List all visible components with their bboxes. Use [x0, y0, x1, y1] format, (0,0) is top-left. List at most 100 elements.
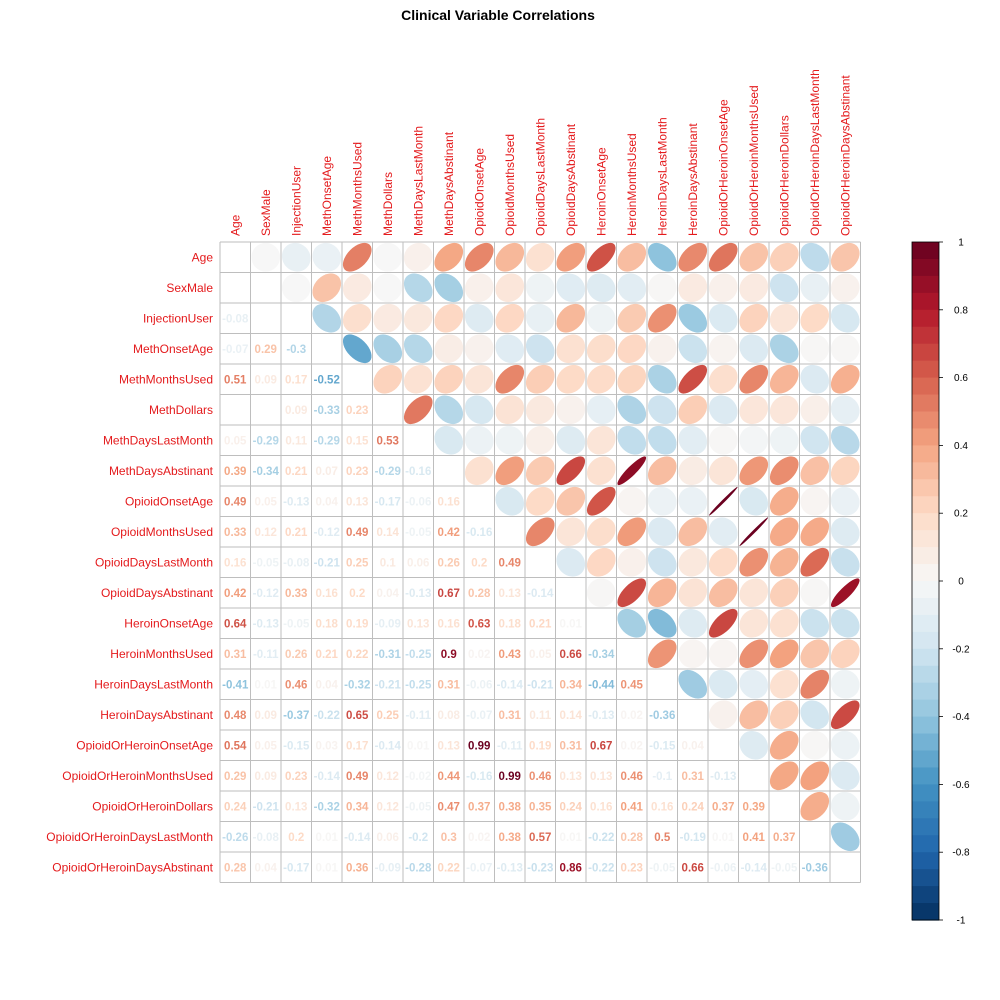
colorbar-segment [912, 326, 939, 345]
corr-value-label: -0.16 [466, 527, 492, 539]
corr-value-label: 0.09 [285, 405, 307, 417]
corr-ellipse [708, 242, 738, 272]
corr-value-label: 0.44 [438, 771, 461, 783]
corr-ellipse [769, 700, 799, 730]
corr-value-label: 0.35 [529, 801, 552, 813]
corr-value-label: 0.45 [621, 679, 644, 691]
corr-ellipse [556, 334, 586, 364]
corr-ellipse [800, 791, 830, 821]
corr-ellipse [678, 364, 708, 394]
row-label: OpioidMonthsUsed [111, 525, 213, 539]
corr-ellipse [708, 578, 738, 608]
corr-value-label: 0.14 [560, 710, 583, 722]
corr-value-label: -0.16 [405, 466, 431, 478]
corr-ellipse [647, 242, 677, 272]
corr-value-label: -0.13 [253, 618, 279, 630]
corr-ellipse [556, 486, 586, 516]
corr-value-label: 0.13 [499, 588, 521, 600]
corr-ellipse [312, 273, 342, 303]
corr-value-label: -0.34 [253, 466, 280, 478]
corr-ellipse [617, 578, 647, 608]
colorbar-segment [912, 716, 939, 735]
corr-value-label: -0.15 [649, 740, 676, 752]
column-label: OpioidOrHeroinDaysAbstinant [838, 75, 852, 236]
corr-ellipse [403, 364, 433, 394]
corr-value-label: -0.3 [286, 344, 306, 356]
corr-value-label: 0.16 [438, 496, 460, 508]
corr-value-label: -0.06 [710, 862, 736, 874]
corr-value-label: 0.67 [590, 740, 612, 752]
corr-ellipse [281, 273, 311, 303]
corr-ellipse [708, 608, 738, 638]
column-label: MethDaysAbstinant [442, 131, 456, 236]
corr-value-label: 0.19 [346, 618, 368, 630]
corr-value-label: -0.26 [222, 832, 248, 844]
colorbar-segment [912, 581, 939, 599]
corr-value-label: 0.02 [468, 649, 490, 661]
corr-value-label: 0.04 [377, 588, 400, 600]
row-label: MethMonthsUsed [119, 372, 213, 386]
corr-value-label: 0.39 [224, 466, 246, 478]
corr-ellipse [586, 303, 616, 333]
corr-value-label: -0.05 [283, 618, 310, 630]
corr-ellipse [830, 273, 860, 303]
chart-title: Clinical Variable Correlations [401, 7, 595, 23]
corr-ellipse [739, 395, 769, 425]
corr-value-label: -0.32 [344, 679, 370, 691]
corr-value-label: -0.28 [405, 862, 432, 874]
corr-ellipse [342, 303, 372, 333]
corr-ellipse [708, 547, 738, 577]
corr-value-label: -0.31 [375, 649, 402, 661]
corr-value-label: 0.65 [346, 710, 369, 722]
corr-ellipse [739, 517, 769, 547]
corr-ellipse [342, 273, 372, 303]
corr-value-label: 0.05 [224, 435, 247, 447]
corr-value-label: 0.28 [621, 832, 644, 844]
corr-value-label: 0.04 [316, 679, 339, 691]
corr-ellipse [830, 791, 860, 821]
corr-ellipse [586, 273, 616, 303]
column-label: MethMonthsUsed [350, 142, 364, 236]
colorbar-tick-label: 0 [958, 577, 964, 588]
row-label: MethDollars [149, 403, 213, 417]
corr-value-label: 0.16 [224, 557, 246, 569]
corr-ellipse [586, 364, 616, 394]
corr-ellipse [373, 303, 403, 333]
corr-ellipse [800, 425, 830, 455]
corr-value-label: -0.22 [314, 710, 340, 722]
corr-value-label: 0.57 [529, 832, 551, 844]
corr-ellipse [464, 364, 494, 394]
corr-value-label: 0.02 [621, 740, 643, 752]
corr-ellipse [434, 425, 464, 455]
corr-value-label: -0.05 [405, 527, 432, 539]
corr-ellipse [373, 242, 403, 272]
corr-ellipse [617, 334, 647, 364]
corr-value-label: 0.49 [346, 771, 368, 783]
colorbar-segment [912, 394, 939, 413]
corr-ellipse [739, 242, 769, 272]
corr-value-label: 0.31 [224, 649, 247, 661]
corr-ellipse [708, 273, 738, 303]
corr-value-label: -0.22 [588, 832, 614, 844]
corr-ellipse [525, 303, 555, 333]
corr-value-label: 0.86 [560, 862, 582, 874]
corr-ellipse [525, 456, 555, 486]
corr-ellipse [739, 303, 769, 333]
corr-value-label: -0.22 [588, 862, 614, 874]
corr-ellipse [708, 486, 738, 516]
corr-value-label: 0.13 [590, 771, 612, 783]
corr-value-label: -0.05 [405, 801, 432, 813]
corr-ellipse [830, 334, 860, 364]
corr-value-label: 0.17 [346, 740, 368, 752]
colorbar-segment [912, 343, 939, 362]
corr-ellipse [739, 273, 769, 303]
corr-ellipse [251, 242, 281, 272]
corr-ellipse [617, 547, 647, 577]
corr-ellipse [678, 486, 708, 516]
corr-value-label: 0.49 [224, 496, 246, 508]
corr-value-label: 0.33 [224, 527, 246, 539]
corr-ellipse [556, 395, 586, 425]
corr-value-label: -0.09 [375, 862, 401, 874]
corr-ellipse [525, 242, 555, 272]
corr-ellipse [800, 578, 830, 608]
